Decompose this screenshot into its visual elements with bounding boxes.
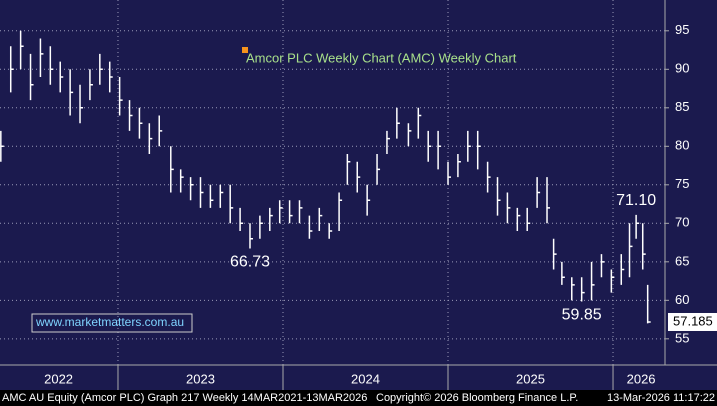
ohlc-bar <box>635 214 640 239</box>
ohlc-bar <box>590 261 595 301</box>
y-tick-label: 70 <box>675 215 689 230</box>
ohlc-bar <box>427 130 432 162</box>
ohlc-bar <box>170 146 174 193</box>
footer-bar <box>0 390 717 406</box>
y-tick-label: 75 <box>675 176 689 191</box>
ohlc-bar <box>338 192 343 232</box>
ohlc-bar <box>189 177 194 201</box>
ohlc-bar <box>278 200 283 224</box>
ohlc-bar <box>269 207 273 232</box>
ohlc-bar <box>641 223 646 270</box>
ohlc-bar <box>610 269 615 293</box>
ohlc-bar <box>346 154 351 185</box>
ohlc-bar <box>536 177 541 208</box>
ohlc-bar <box>526 207 531 232</box>
y-tick-label: 90 <box>675 61 689 76</box>
y-tick-label: 65 <box>675 253 689 268</box>
ohlc-bar <box>476 130 481 170</box>
footer-left: AMC AU Equity (Amcor PLC) Graph 217 Week… <box>2 392 367 404</box>
y-tick-label: 95 <box>675 22 689 37</box>
ohlc-bar <box>516 207 521 232</box>
ohlc-bar <box>318 207 323 232</box>
ohlc-bar <box>69 69 74 116</box>
ohlc-bar <box>229 184 234 224</box>
ohlc-bar <box>89 69 93 101</box>
ohlc-bar <box>288 200 293 224</box>
ohlc-bar <box>376 154 381 185</box>
ohlc-bar <box>219 184 224 208</box>
ohlc-bar <box>138 107 143 139</box>
ohlc-bar <box>328 223 333 239</box>
ohlc-bar <box>49 46 54 85</box>
ohlc-bar <box>99 53 103 85</box>
ohlc-bar <box>308 215 313 239</box>
y-tick-label: 80 <box>675 138 689 153</box>
ohlc-bar <box>179 169 184 193</box>
ohlc-bar <box>29 53 34 101</box>
x-tick-label: 2022 <box>44 371 73 386</box>
y-tick-label: 60 <box>675 292 689 307</box>
x-tick-label: 2026 <box>627 371 656 386</box>
ohlc-bar <box>628 223 633 278</box>
ohlc-bar <box>249 223 253 249</box>
footer-center: Copyright© 2026 Bloomberg Finance L.P. <box>376 392 578 404</box>
ohlc-bar <box>496 177 501 216</box>
footer-right: 13-Mar-2026 11:17:22 <box>607 392 715 404</box>
ohlc-bar <box>148 123 153 155</box>
ohlc-bar <box>158 115 163 147</box>
ohlc-bar <box>580 277 585 302</box>
annotation: 71.10 <box>616 192 656 209</box>
ohlc-bar <box>0 130 4 162</box>
background <box>0 0 717 390</box>
ohlc-bar <box>199 177 204 208</box>
ohlc-bar <box>447 161 452 185</box>
x-tick-label: 2024 <box>351 371 380 386</box>
ohlc-bar <box>79 84 84 124</box>
ohlc-bar <box>620 254 625 285</box>
ohlc-bar <box>396 107 400 139</box>
ohlc-bar <box>39 38 44 78</box>
ohlc-bar <box>600 254 605 278</box>
x-tick-label: 2025 <box>516 371 545 386</box>
ohlc-bar <box>646 284 651 324</box>
ohlc-bar <box>386 130 390 155</box>
ohlc-bar <box>209 184 214 208</box>
ohlc-bar <box>118 77 123 116</box>
last-price-label: 57.185 <box>673 313 713 328</box>
watermark: www.marketmatters.com.au <box>35 315 184 329</box>
ohlc-bar <box>457 154 461 178</box>
chart-title: Amcor PLC Weekly Chart (AMC) Weekly Char… <box>246 50 517 65</box>
annotation: 59.85 <box>562 307 602 324</box>
ohlc-bar <box>19 30 24 70</box>
ohlc-bar <box>571 277 575 301</box>
ohlc-bar <box>298 200 303 224</box>
x-tick-label: 2023 <box>186 371 215 386</box>
y-tick-label: 85 <box>675 99 689 114</box>
ohlc-bar <box>108 61 113 93</box>
ohlc-bar <box>128 100 133 131</box>
ohlc-bar <box>486 161 491 193</box>
ohlc-bar <box>9 46 14 93</box>
ohlc-bar <box>417 107 422 139</box>
annotation: 66.73 <box>230 254 270 271</box>
ohlc-bar <box>546 177 551 224</box>
watermark-box <box>31 313 193 333</box>
last-price-badge <box>668 312 717 331</box>
ohlc-bar <box>59 61 64 93</box>
ohlc-bar <box>259 215 263 239</box>
ohlc-bar <box>356 161 361 193</box>
legend-swatch <box>242 47 248 53</box>
ohlc-bar <box>239 207 244 232</box>
ohlc-bar <box>407 123 412 147</box>
ohlc-bar <box>552 238 557 270</box>
ohlc-bar <box>506 192 511 224</box>
ohlc-bar <box>561 261 565 285</box>
ohlc-bar <box>366 184 371 216</box>
ohlc-bar <box>467 130 471 162</box>
y-tick-label: 55 <box>675 330 689 345</box>
ohlc-bar <box>437 130 442 170</box>
